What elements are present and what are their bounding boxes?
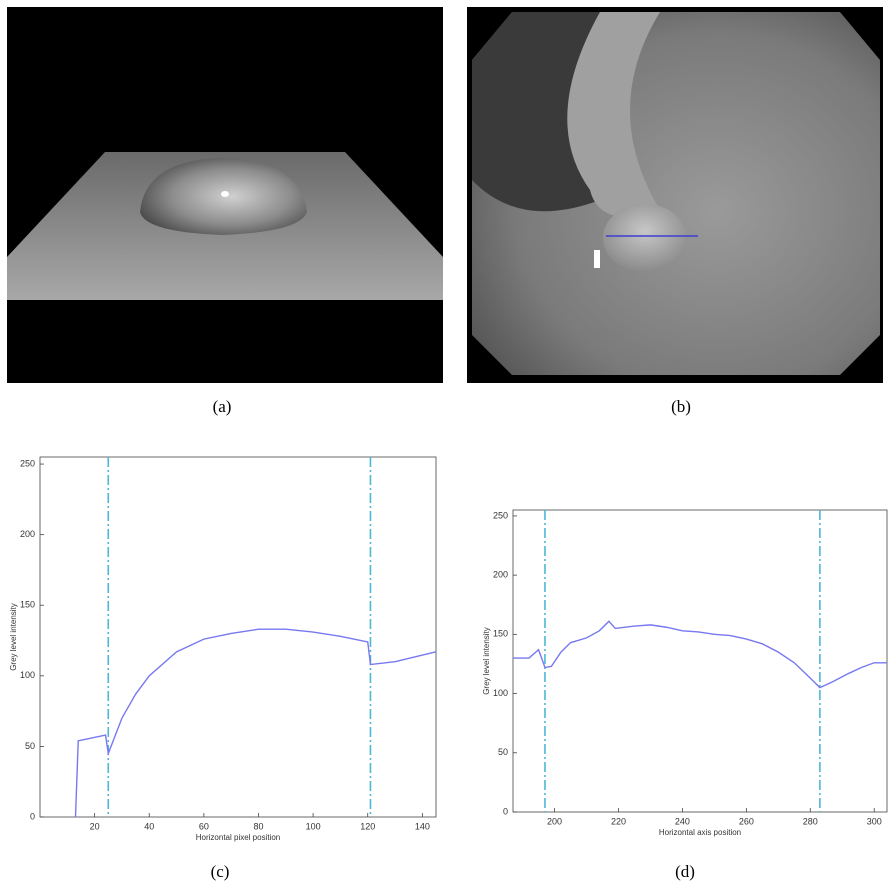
y-tick-label: 200 [493,570,508,580]
y-tick-label: 0 [503,806,508,816]
caption: (b) [671,397,691,416]
y-tick-label: 50 [25,741,35,751]
x-tick-label: 60 [199,821,209,831]
x-tick-label: 120 [360,821,375,831]
plot-area [512,509,888,813]
y-axis-label: Grey level intensity [9,603,18,671]
y-tick-label: 100 [20,670,35,680]
y-tick-label: 200 [20,529,35,539]
x-axis-label: Horizontal pixel position [196,833,281,842]
x-tick-label: 80 [253,821,263,831]
y-tick-label: 0 [30,811,35,821]
x-tick-label: 220 [611,816,626,826]
caption: (a) [213,397,232,416]
data-line [74,628,437,818]
x-tick-label: 260 [739,816,754,826]
y-tick-label: 150 [493,629,508,639]
y-tick-label: 150 [20,600,35,610]
x-tick-label: 280 [803,816,818,826]
x-tick-label: 300 [867,816,882,826]
synthetic-image [7,7,443,383]
caption: (c) [211,862,230,881]
x-tick-label: 40 [144,821,154,831]
x-tick-label: 100 [306,821,321,831]
y-tick-label: 50 [498,747,508,757]
y-tick-label: 250 [20,458,35,468]
endoscopy-image [467,7,883,383]
y-tick-label: 250 [493,510,508,520]
x-tick-label: 200 [547,816,562,826]
x-tick-label: 20 [90,821,100,831]
data-line [513,620,887,689]
y-axis-label: Grey level intensity [482,627,491,695]
y-tick-label: 100 [493,688,508,698]
x-tick-label: 240 [675,816,690,826]
x-tick-label: 140 [415,821,430,831]
x-axis-label: Horizontal axis position [659,828,741,837]
caption: (d) [675,862,695,881]
plot-area [39,456,437,818]
